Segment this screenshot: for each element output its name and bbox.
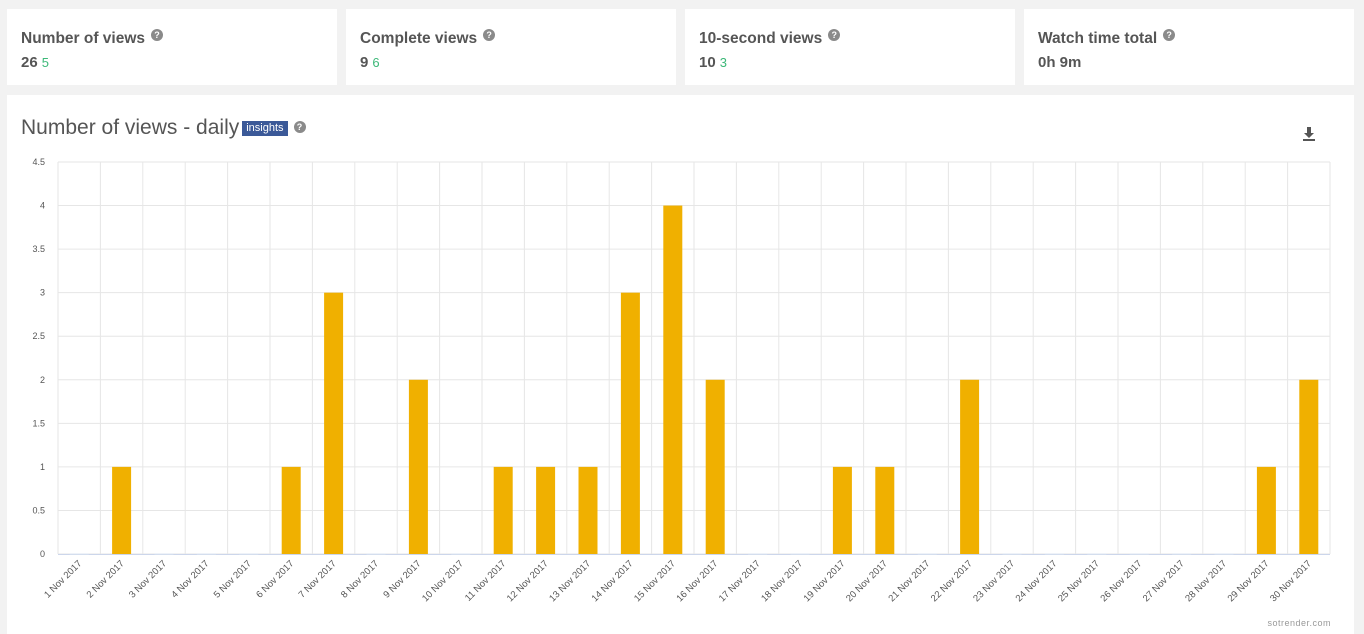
- x-tick-label: 10 Nov 2017: [420, 558, 466, 604]
- chart-panel: 0 0.5 1 1.5 2 2.5 3 3.5 4 4.5 1 Nov 2017 2 Nov 2017…: [7, 95, 1354, 634]
- bar: [1002, 553, 1022, 555]
- stat-title: Watch time total?: [1038, 29, 1176, 48]
- stat-value: 9: [360, 54, 369, 71]
- x-tick-label: 29 Nov 2017: [1226, 558, 1272, 604]
- stat-title: 10-second views?: [699, 29, 841, 48]
- download-icon[interactable]: [1299, 124, 1319, 144]
- x-tick-label: 26 Nov 2017: [1098, 558, 1144, 604]
- bar: [1044, 553, 1064, 555]
- stat-card-10-second-views: 10-second views? 10 3: [685, 9, 1015, 85]
- x-tick-label: 16 Nov 2017: [674, 558, 720, 604]
- stat-value: 10: [699, 54, 716, 71]
- stat-title: Complete views?: [360, 29, 496, 48]
- x-tick-label: 22 Nov 2017: [929, 558, 975, 604]
- insights-badge: insights: [242, 121, 288, 136]
- x-tick-label: 3 Nov 2017: [127, 558, 169, 600]
- bar: [408, 379, 428, 554]
- bar: [239, 553, 259, 555]
- y-tick-label: 1.5: [32, 418, 45, 428]
- stat-delta: 6: [372, 55, 380, 70]
- stat-delta: 3: [719, 55, 727, 70]
- x-tick-label: 20 Nov 2017: [844, 558, 890, 604]
- x-tick-label: 2 Nov 2017: [85, 558, 127, 600]
- stat-card-watch-time-total: Watch time total? 0h 9m: [1024, 9, 1354, 85]
- watermark: sotrender.com: [1267, 618, 1331, 628]
- x-tick-label: 6 Nov 2017: [254, 558, 296, 600]
- bar: [875, 466, 895, 554]
- y-tick-label: 1: [40, 462, 45, 472]
- x-tick-label: 7 Nov 2017: [297, 558, 339, 600]
- bar: [578, 466, 598, 554]
- bar: [790, 553, 810, 555]
- bar: [748, 553, 768, 555]
- help-icon[interactable]: ?: [483, 29, 496, 41]
- bar: [536, 466, 556, 554]
- chart-title: Number of views - daily insights?: [21, 116, 306, 140]
- bar: [1129, 553, 1149, 555]
- x-tick-label: 12 Nov 2017: [505, 558, 551, 604]
- x-tick-label: 17 Nov 2017: [717, 558, 763, 604]
- x-tick-label: 28 Nov 2017: [1183, 558, 1229, 604]
- x-tick-label: 30 Nov 2017: [1268, 558, 1314, 604]
- bar: [832, 466, 852, 554]
- x-tick-label: 13 Nov 2017: [547, 558, 593, 604]
- y-tick-label: 0.5: [32, 505, 45, 515]
- help-icon[interactable]: ?: [1163, 29, 1176, 41]
- bar: [1087, 553, 1107, 555]
- x-tick-label: 1 Nov 2017: [42, 558, 84, 600]
- y-tick-label: 2: [40, 375, 45, 385]
- x-tick-label: 21 Nov 2017: [886, 558, 932, 604]
- stat-title: Number of views?: [21, 29, 164, 48]
- help-icon[interactable]: ?: [828, 29, 841, 41]
- bar: [69, 553, 89, 555]
- bar: [366, 553, 386, 555]
- bar: [663, 205, 683, 555]
- y-tick-label: 4.5: [32, 157, 45, 167]
- y-tick-label: 0: [40, 549, 45, 559]
- x-tick-label: 18 Nov 2017: [759, 558, 805, 604]
- x-tick-label: 15 Nov 2017: [632, 558, 678, 604]
- x-tick-label: 9 Nov 2017: [381, 558, 423, 600]
- bar: [112, 466, 132, 554]
- x-tick-label: 25 Nov 2017: [1056, 558, 1102, 604]
- y-tick-label: 3.5: [32, 244, 45, 254]
- x-tick-label: 24 Nov 2017: [1014, 558, 1060, 604]
- help-icon[interactable]: ?: [151, 29, 164, 41]
- bar: [917, 553, 937, 555]
- y-tick-label: 3: [40, 288, 45, 298]
- bar: [705, 379, 725, 554]
- stat-delta: 5: [41, 55, 49, 70]
- bar: [154, 553, 174, 555]
- x-tick-label: 4 Nov 2017: [169, 558, 211, 600]
- bar: [620, 292, 640, 554]
- x-tick-label: 8 Nov 2017: [339, 558, 381, 600]
- x-tick-label: 14 Nov 2017: [590, 558, 636, 604]
- bar: [960, 379, 980, 554]
- bar-chart: 0 0.5 1 1.5 2 2.5 3 3.5 4 4.5 1 Nov 2017 2 Nov 2017…: [32, 157, 1331, 604]
- bar: [281, 466, 301, 554]
- stat-value: 0h 9m: [1038, 54, 1082, 71]
- y-tick-label: 2.5: [32, 331, 45, 341]
- bar: [1214, 553, 1234, 555]
- x-tick-label: 27 Nov 2017: [1141, 558, 1187, 604]
- bar: [493, 466, 513, 554]
- bar: [1256, 466, 1276, 554]
- bar: [196, 553, 216, 555]
- stat-value: 26: [21, 54, 38, 71]
- bar: [1172, 553, 1192, 555]
- x-tick-label: 23 Nov 2017: [971, 558, 1017, 604]
- bar: [451, 553, 471, 555]
- bar: [324, 292, 344, 554]
- x-tick-label: 5 Nov 2017: [212, 558, 254, 600]
- x-tick-label: 11 Nov 2017: [463, 558, 508, 603]
- x-tick-label: 19 Nov 2017: [802, 558, 848, 604]
- help-icon[interactable]: ?: [293, 121, 306, 133]
- y-tick-label: 4: [40, 201, 45, 211]
- bar: [1299, 379, 1319, 554]
- stat-card-number-of-views: Number of views? 26 5: [7, 9, 337, 85]
